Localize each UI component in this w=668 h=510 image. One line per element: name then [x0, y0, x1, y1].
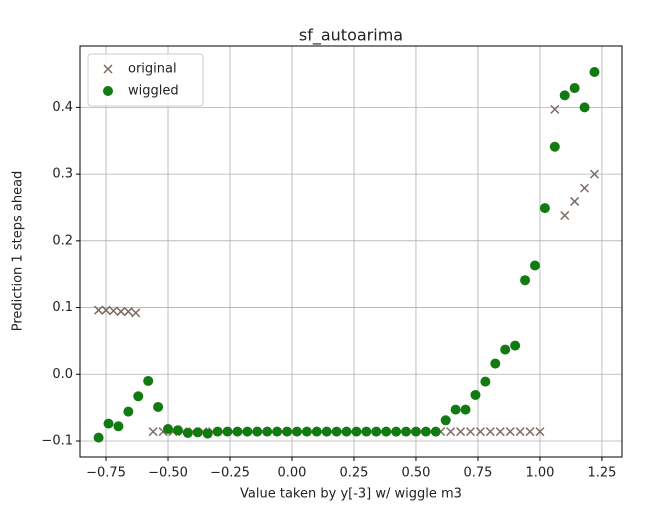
x-tick-label: 0.00	[278, 466, 307, 481]
point	[401, 426, 412, 437]
point	[450, 404, 461, 415]
point	[192, 427, 203, 438]
point	[108, 306, 119, 316]
point	[515, 427, 525, 437]
y-tick-label: 0.3	[52, 167, 73, 182]
point	[182, 427, 193, 438]
point	[361, 426, 372, 437]
point	[505, 427, 515, 437]
y-tick-label: 0.4	[52, 100, 73, 115]
point	[123, 307, 133, 317]
point	[222, 426, 233, 437]
point	[252, 426, 263, 437]
point	[549, 141, 560, 152]
point	[391, 426, 402, 437]
point	[242, 426, 253, 437]
point	[163, 423, 174, 434]
point	[430, 426, 441, 437]
point	[116, 307, 126, 317]
point	[321, 426, 332, 437]
point	[133, 391, 144, 402]
point	[480, 376, 491, 387]
plot-frame	[79, 45, 623, 458]
point	[539, 203, 550, 214]
point	[301, 426, 312, 437]
point	[262, 426, 273, 437]
point	[579, 102, 590, 113]
legend-marker	[103, 86, 113, 96]
x-tick-label: 0.75	[463, 466, 492, 481]
y-tick-label: −0.1	[41, 433, 73, 448]
point	[500, 344, 511, 355]
point	[131, 308, 141, 318]
x-tick-label: 0.50	[401, 466, 430, 481]
y-axis-label: Prediction 1 steps ahead	[11, 171, 26, 332]
point	[490, 358, 501, 369]
point	[456, 427, 466, 437]
point	[371, 426, 382, 437]
point	[470, 389, 481, 400]
point	[291, 426, 302, 437]
point	[103, 418, 114, 429]
legend-label: wiggled	[128, 84, 179, 99]
legend-label: original	[128, 62, 177, 77]
point	[446, 427, 456, 437]
point	[101, 305, 111, 315]
point	[113, 421, 124, 432]
x-tick-label: 1.00	[525, 466, 554, 481]
point	[148, 427, 158, 437]
point	[535, 427, 545, 437]
point	[341, 426, 352, 437]
x-tick-label: 0.25	[339, 466, 368, 481]
point	[381, 426, 392, 437]
point	[460, 404, 471, 415]
y-tick-label: 0.1	[52, 300, 73, 315]
y-tick-label: 0.0	[52, 367, 73, 382]
point	[529, 260, 540, 271]
point	[465, 427, 476, 437]
point	[94, 305, 104, 315]
point	[569, 83, 580, 94]
point	[589, 169, 600, 179]
point	[495, 427, 505, 437]
point	[153, 401, 164, 412]
point	[580, 183, 590, 193]
point	[560, 210, 570, 221]
x-tick-label: −0.75	[86, 466, 126, 481]
point	[485, 427, 495, 437]
point	[410, 426, 421, 437]
point	[172, 425, 183, 436]
point	[143, 375, 154, 386]
y-tick-label: 0.2	[52, 233, 73, 248]
point	[93, 432, 104, 443]
point	[311, 426, 322, 437]
point	[589, 67, 600, 78]
point	[475, 427, 485, 437]
point	[272, 426, 283, 437]
point	[510, 340, 521, 351]
x-axis-label: Value taken by y[-3] w/ wiggle m3	[240, 487, 462, 502]
x-tick-label: −0.50	[148, 466, 188, 481]
point	[331, 426, 342, 437]
x-tick-label: 1.25	[587, 466, 616, 481]
legend-marker	[103, 64, 113, 74]
point	[570, 196, 580, 206]
point	[440, 415, 451, 426]
point	[232, 426, 243, 437]
point	[525, 427, 535, 437]
point	[559, 90, 570, 101]
point	[550, 104, 560, 114]
point	[123, 406, 134, 417]
point	[351, 426, 362, 437]
point	[282, 426, 293, 437]
point	[202, 428, 213, 439]
point	[420, 426, 431, 437]
point	[520, 275, 531, 286]
chart-title: sf_autoarima	[299, 26, 403, 46]
legend-box	[87, 53, 204, 107]
point	[212, 426, 223, 437]
x-tick-label: −0.25	[210, 466, 250, 481]
